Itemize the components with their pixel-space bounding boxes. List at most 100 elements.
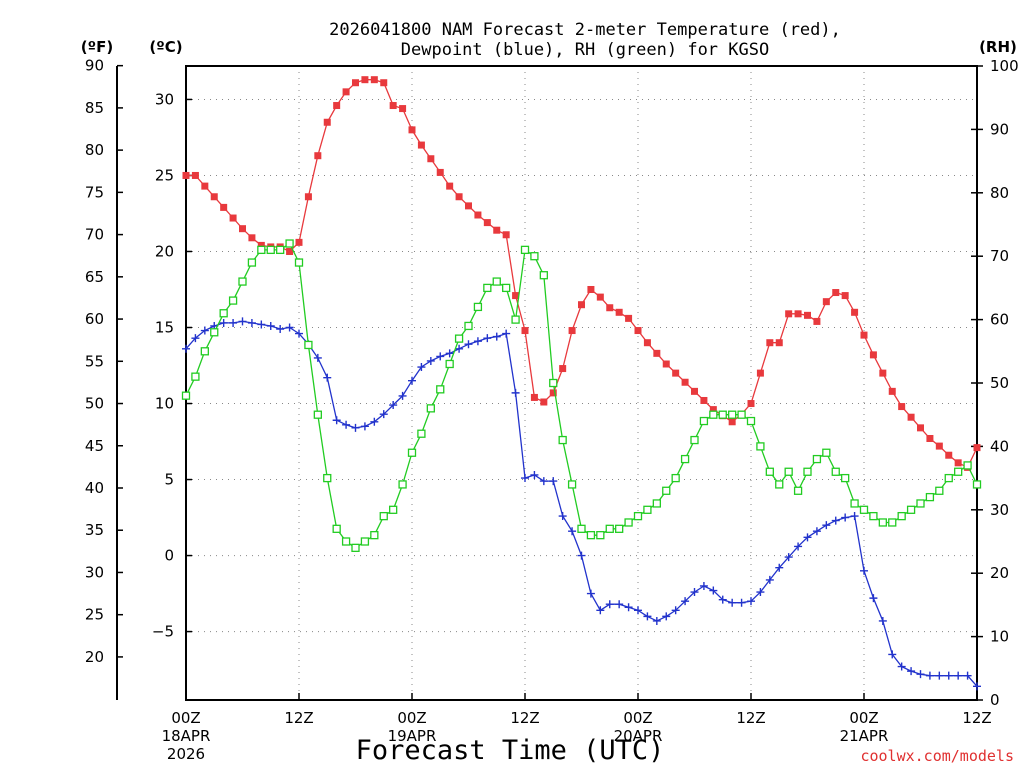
dewpoint-point xyxy=(756,588,765,597)
rh-tick-label: 80 xyxy=(990,184,1009,202)
dewpoint-point xyxy=(803,533,812,542)
temperature-point xyxy=(436,168,444,176)
fahrenheit-tick-label: 35 xyxy=(85,521,104,539)
dewpoint-point xyxy=(238,317,247,326)
rh-point xyxy=(690,435,699,445)
rh-point xyxy=(219,309,228,318)
temperature-point xyxy=(775,339,783,347)
rh-point xyxy=(360,537,370,546)
rh-tick-label: 10 xyxy=(990,628,1009,646)
dewpoint-point xyxy=(775,563,784,572)
rh-series xyxy=(181,239,982,552)
rh-point xyxy=(746,416,756,426)
unit-label-rh: (RH) xyxy=(979,38,1017,56)
rh-tick-label: 60 xyxy=(990,311,1009,329)
fahrenheit-tick-label: 55 xyxy=(85,352,104,370)
time-tick-label: 12Z xyxy=(962,709,991,727)
dewpoint-point xyxy=(944,671,953,680)
temperature-point xyxy=(860,331,868,339)
dewpoint-point xyxy=(200,326,209,335)
dewpoint-point xyxy=(351,423,360,432)
rh-point xyxy=(935,486,944,495)
dewpoint-point xyxy=(652,616,661,625)
rh-point xyxy=(304,340,313,350)
temperature-point xyxy=(804,311,811,319)
temperature-point xyxy=(813,317,821,325)
rh-tick-label: 70 xyxy=(990,247,1009,265)
temperature-point xyxy=(841,292,849,300)
temperature-point xyxy=(389,102,397,110)
rh-point xyxy=(699,416,709,426)
rh-point xyxy=(605,524,614,533)
rh-point xyxy=(728,410,737,419)
temperature-point xyxy=(182,171,190,179)
temperature-point xyxy=(879,369,887,377)
dewpoint-point xyxy=(483,334,492,343)
rh-tick-label: 50 xyxy=(990,374,1009,392)
rh-point xyxy=(379,511,388,521)
time-tick-label: 00Z xyxy=(623,709,652,727)
temperature-point xyxy=(465,202,472,210)
rh-point xyxy=(803,467,812,476)
rh-point xyxy=(831,467,840,476)
dewpoint-point xyxy=(586,589,595,598)
rh-point xyxy=(341,537,351,546)
dewpoint-point xyxy=(634,606,642,615)
celsius-tick-label: 20 xyxy=(155,242,174,260)
temperature-point xyxy=(672,369,680,377)
temperature-point xyxy=(257,241,265,249)
temperature-point xyxy=(691,387,698,395)
fahrenheit-tick-label: 65 xyxy=(85,268,104,286)
dewpoint-point xyxy=(728,598,737,607)
celsius-tick-label: 25 xyxy=(155,166,174,184)
dewpoint-point xyxy=(897,662,906,671)
temperature-point xyxy=(229,214,237,222)
temperature-point xyxy=(973,444,981,452)
rh-point xyxy=(445,359,454,369)
rh-point xyxy=(615,524,624,533)
dewpoint-point xyxy=(841,513,850,522)
dewpoint-point xyxy=(925,671,934,680)
temperature-point xyxy=(615,308,623,316)
temperature-point xyxy=(822,298,830,306)
series-layer xyxy=(181,76,982,691)
dewpoint-point xyxy=(916,670,925,679)
rh-point xyxy=(426,404,435,413)
rh-point xyxy=(954,467,963,476)
rh-point xyxy=(944,473,953,483)
time-tick-label: 12Z xyxy=(510,709,539,727)
dewpoint-point xyxy=(191,334,200,343)
temperature-point xyxy=(323,118,331,126)
temperature-point xyxy=(483,219,491,227)
dewpoint-point xyxy=(747,597,755,606)
temperature-point xyxy=(568,327,576,335)
temperature-point xyxy=(596,293,604,301)
temperature-point xyxy=(399,105,407,113)
rh-point xyxy=(389,505,398,514)
temperature-point xyxy=(502,231,510,239)
fahrenheit-tick-label: 45 xyxy=(85,437,104,455)
rh-point xyxy=(294,258,304,267)
rh-point xyxy=(906,505,916,514)
rh-point xyxy=(549,378,558,388)
celsius-tick-label: 10 xyxy=(155,395,174,413)
rh-point xyxy=(878,518,887,527)
temperature-point xyxy=(681,378,689,386)
temperature-point xyxy=(239,225,246,233)
rh-point xyxy=(624,518,633,527)
dewpoint-point xyxy=(530,470,539,479)
fahrenheit-tick-label: 85 xyxy=(85,99,104,117)
rh-point xyxy=(276,245,285,255)
dewpoint-point xyxy=(492,332,501,341)
rh-point xyxy=(709,410,718,419)
dewpoint-point xyxy=(794,542,803,551)
chart-title-line2: Dewpoint (blue), RH (green) for KGSO xyxy=(401,40,769,60)
rh-point xyxy=(662,486,671,495)
temperature-point xyxy=(549,389,557,397)
temperature-point xyxy=(945,451,953,459)
rh-point xyxy=(633,511,643,521)
temperature-point xyxy=(559,365,567,373)
temperature-point xyxy=(578,301,585,309)
dewpoint-point xyxy=(596,606,605,615)
temperature-point xyxy=(408,126,416,134)
